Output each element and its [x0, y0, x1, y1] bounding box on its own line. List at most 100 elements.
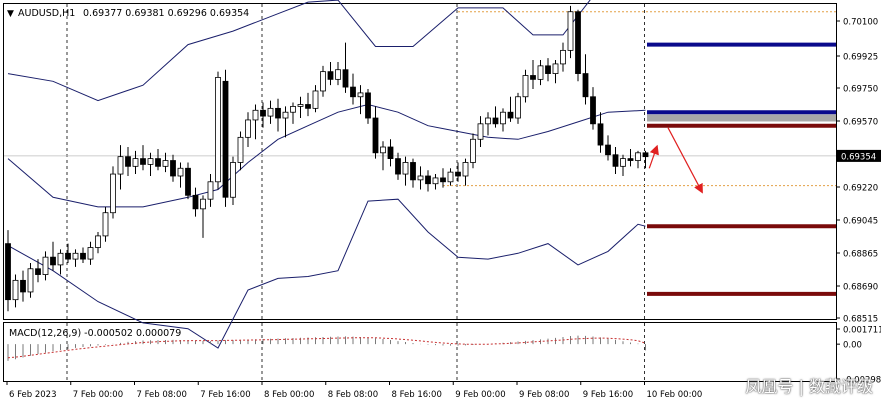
candle: [297, 96, 304, 119]
candle: [462, 158, 469, 186]
candle: [447, 168, 454, 186]
candle-body-bear: [612, 154, 619, 167]
candle: [477, 116, 484, 148]
candle-body-bear: [222, 80, 229, 198]
candle: [192, 187, 199, 217]
collapse-triangle-icon[interactable]: ▼: [7, 9, 14, 19]
candle-body-bear: [582, 73, 589, 98]
candle-body-bear: [455, 171, 461, 177]
candle: [125, 147, 131, 176]
macd-tick-label: 0.001711: [843, 326, 881, 336]
candle-body-bear: [155, 158, 161, 167]
candle: [162, 152, 169, 173]
candle: [365, 89, 371, 124]
price-tick-label: 0.69045: [843, 217, 878, 227]
candle: [72, 249, 79, 267]
candle-body-bull: [380, 146, 386, 154]
candle-body-bull: [87, 247, 94, 260]
macd-tick-label: -0.002980: [843, 376, 881, 386]
candle-body-bull: [162, 160, 169, 167]
candle-body-bear: [395, 158, 401, 175]
candle: [635, 150, 641, 169]
candle-body-bear: [185, 167, 191, 196]
candle-body-bear: [260, 109, 266, 117]
macd-signal-line: [7, 337, 646, 359]
candle-body-bull: [12, 279, 19, 301]
candle: [515, 92, 521, 124]
candle: [417, 166, 424, 190]
candle-body-bear: [342, 69, 349, 88]
time-tick-label: 9 Feb 16:00: [583, 390, 633, 400]
macd-label: MACD(12,26,9) -0.000502 0.000079: [9, 328, 181, 339]
candle-body-bull: [537, 65, 544, 80]
candle: [560, 42, 566, 72]
candle-body-bull: [620, 158, 626, 167]
time-tick-label: 10 Feb 00:00: [647, 390, 703, 400]
candle-body-bull: [417, 175, 424, 181]
candle: [380, 141, 386, 171]
candle: [485, 112, 491, 136]
candle-body-bull: [57, 252, 64, 266]
candle: [357, 85, 364, 115]
candle-body-bull: [432, 177, 439, 185]
current-price-label: 0.69354: [841, 152, 876, 162]
candle-body-bear: [65, 252, 71, 260]
projection-arrow: [667, 127, 703, 194]
candle-body-bear: [192, 194, 199, 210]
candle: [620, 154, 626, 176]
candle-body-bull: [447, 171, 454, 183]
time-tick-label: 7 Feb 00:00: [73, 390, 123, 400]
candle-body-bear: [305, 104, 311, 109]
candle-body-bull: [282, 111, 289, 119]
candle: [597, 112, 604, 153]
candle: [147, 152, 154, 176]
candle: [335, 61, 341, 86]
candle: [507, 96, 514, 122]
candle-body-bear: [35, 268, 41, 275]
candle: [522, 69, 529, 103]
candle-body-bear: [20, 279, 26, 293]
candle-body-bear: [50, 256, 56, 266]
bollinger-bands: [7, 0, 646, 349]
candle-body-bull: [522, 75, 529, 98]
candle: [132, 150, 139, 175]
price-tick-label: 0.69570: [843, 118, 878, 128]
candle: [305, 92, 311, 117]
candle: [590, 87, 596, 130]
candle-body-bear: [507, 111, 514, 119]
candle-body-bull: [95, 235, 101, 248]
candle: [177, 162, 184, 188]
candle: [320, 65, 326, 97]
candle: [395, 152, 401, 180]
price-tick-label: 0.69750: [843, 85, 878, 95]
time-tick-label: 9 Feb 08:00: [519, 390, 569, 400]
candle-body-bull: [477, 123, 484, 140]
time-tick-label: 7 Feb 16:00: [200, 390, 250, 400]
bollinger-upper: [7, 0, 591, 102]
price-tick-label: 0.69925: [843, 53, 878, 63]
candle-body-bear: [327, 71, 334, 80]
candle: [432, 174, 439, 190]
candle: [275, 98, 281, 132]
time-tick-label: 8 Feb 08:00: [328, 390, 378, 400]
candle-body-bear: [590, 96, 596, 125]
candle-body-bull: [102, 212, 109, 237]
candle: [575, 9, 581, 82]
candle: [170, 154, 176, 182]
candle: [455, 162, 461, 182]
candle: [530, 60, 536, 90]
price-tick-label: 0.68865: [843, 250, 878, 260]
candle-body-bull: [290, 106, 296, 113]
candle-body-bull: [252, 109, 259, 121]
candle-body-bear: [410, 162, 416, 181]
candle: [627, 148, 634, 167]
candle: [215, 71, 221, 190]
candle-body-bear: [642, 152, 649, 158]
candle: [552, 60, 559, 84]
candle: [612, 147, 619, 175]
candle: [252, 104, 259, 140]
candle: [440, 168, 446, 188]
candle-body-bull: [485, 117, 491, 125]
price-tick-label: 0.70100: [843, 18, 878, 28]
